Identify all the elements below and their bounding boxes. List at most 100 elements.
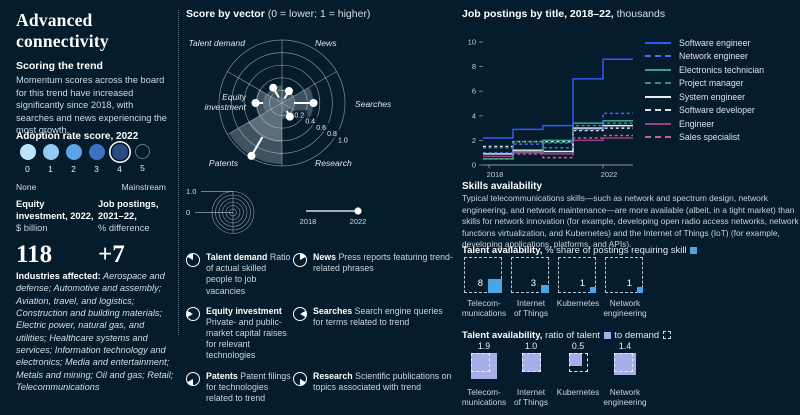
svg-text:0: 0: [472, 161, 476, 170]
talent-ratio-value: 0.5: [571, 341, 585, 351]
svg-text:Searches: Searches: [355, 99, 392, 109]
talent-ratio-label: Talent availability, ratio of talent to …: [462, 330, 672, 341]
legend-line-sample: [645, 109, 671, 112]
adoption-dot-number: 5: [140, 163, 145, 173]
talent-square: [614, 353, 636, 375]
key-stats: Equity investment, 2022, $ billion 118 J…: [16, 198, 174, 269]
legend-label: System engineer: [679, 91, 746, 102]
vector-title-rest: (0 = lower; 1 = higher): [264, 8, 371, 20]
vector-term: Patents: [206, 370, 238, 381]
legend-item: System engineer: [645, 90, 795, 104]
skill-share-square: [590, 287, 596, 293]
adoption-dot-1: 1: [39, 144, 62, 174]
industries-list: Aerospace and defense; Automotive and as…: [16, 271, 174, 392]
demand-square-legend-icon: [662, 331, 671, 339]
svg-text:1.0: 1.0: [338, 138, 348, 145]
skill-share-square: [637, 287, 643, 293]
talent-ratio-label-talent: ratio of talent: [542, 330, 600, 341]
adoption-dot-number: 1: [48, 164, 53, 174]
adoption-dot-number: 0: [25, 164, 30, 174]
timeline-end-label: 2022: [350, 217, 367, 226]
vector-title-bold: Score by vector: [186, 8, 265, 20]
adoption-dot-0: 0: [16, 144, 39, 174]
scale-max-label: 1.0: [186, 187, 196, 196]
adoption-dot: [19, 144, 36, 160]
adoption-dot-3: 3: [85, 144, 108, 174]
vector-desc: Ratio of actual skilled people to job va…: [206, 252, 291, 296]
jobs-title-bold: Job postings by title, 2018–22,: [462, 8, 614, 20]
skill-share-value: 8: [477, 278, 483, 289]
talent-demand-wedge-icon: [186, 253, 200, 267]
vector-legend-equity-investment: Equity investment Private- and public-ma…: [186, 306, 293, 362]
talent-share-squares: 8 Telecom- munications 3 Internet of Things…: [461, 257, 652, 319]
equity-investment-stat: Equity investment, 2022, $ billion 118: [16, 198, 98, 269]
svg-text:0.4: 0.4: [305, 119, 315, 126]
column-divider: [178, 10, 179, 335]
adoption-dot-number: 4: [117, 164, 122, 174]
legend-line-sample: [645, 95, 671, 98]
demand-square: [471, 353, 490, 372]
legend-label: Software engineer: [679, 37, 751, 48]
talent-vs-demand-squares: [614, 353, 636, 375]
concentric-rings-icon: [211, 191, 255, 234]
adoption-rate-scale: 0 1 2 3 4 5: [16, 144, 154, 174]
svg-text:2018: 2018: [487, 170, 504, 179]
adoption-dot-number: 3: [94, 164, 99, 174]
job-postings-step-chart: 0 2 4 6 8 10 2018 2022: [468, 38, 633, 179]
adoption-min-label: None: [16, 182, 37, 192]
vector-desc: Private- and public-market capital raise…: [206, 316, 287, 361]
adoption-max-label: Mainstream: [121, 182, 166, 192]
vector-term: Equity investment: [206, 305, 282, 316]
skill-category-label: Telecom- munications: [461, 387, 507, 408]
vector-legend-research: Research Scientific publications on topi…: [293, 371, 453, 405]
svg-text:News: News: [315, 38, 337, 48]
radar-scale-legend: 1.0 0: [186, 187, 255, 234]
legend-line-sample: [645, 55, 671, 58]
skill-category-label: Telecom- munications: [461, 298, 507, 319]
talent-square: [471, 353, 497, 379]
scoring-trend-heading: Scoring the trend: [16, 60, 103, 72]
legend-label: Sales specialist: [679, 132, 740, 143]
talent-ratio-item: 0.5 Kubernetes: [557, 341, 599, 408]
skill-category-label: Network engineering: [603, 298, 647, 319]
legend-item: Network engineer: [645, 50, 795, 64]
stat-unit: % difference: [98, 223, 150, 234]
skill-share-item: 1 Network engineering: [603, 257, 647, 319]
talent-ratio-value: 1.4: [618, 341, 632, 351]
jobs-title-rest: thousands: [613, 8, 666, 20]
svg-text:4: 4: [472, 111, 476, 120]
talent-ratio-value: 1.0: [524, 341, 538, 351]
svg-text:Patents: Patents: [209, 158, 239, 168]
talent-share-label-rest: % share of postings requiring skill: [542, 245, 687, 256]
legend-line-sample: [645, 122, 671, 125]
svg-text:8: 8: [472, 62, 476, 71]
legend-item: Project manager: [645, 77, 795, 91]
legend-label: Electronics technician: [679, 64, 765, 75]
talent-square: [521, 353, 541, 372]
vector-term: News: [313, 252, 336, 262]
legend-label: Engineer: [679, 118, 715, 129]
svg-text:2022: 2022: [601, 170, 618, 179]
skill-category-label: Kubernetes: [556, 298, 600, 308]
svg-text:Research: Research: [315, 158, 352, 168]
radar-chart: 0.20.40.60.81.0 Talent demand News Searches…: [188, 38, 392, 168]
skill-share-item: 1 Kubernetes: [556, 257, 600, 319]
skill-share-value: 3: [530, 278, 536, 289]
job-postings-stat: Job postings, 2021–22, % difference +7: [98, 198, 174, 269]
vector-desc: Search engine queries for terms related …: [313, 305, 443, 327]
talent-share-label-bold: Talent availability,: [462, 245, 543, 256]
timeline-start-label: 2018: [300, 217, 317, 226]
legend-item: Electronics technician: [645, 63, 795, 77]
stat-heading: Job postings, 2021–22,: [98, 199, 159, 222]
legend-line-sample: [645, 82, 671, 85]
blue-square-legend-icon: [690, 247, 698, 254]
stat-value: +7: [98, 241, 125, 269]
legend-item: Software developer: [645, 104, 795, 118]
legend-label: Project manager: [679, 78, 744, 89]
page-title: Advanced connectivity: [16, 10, 109, 51]
adoption-dot-2: 2: [62, 144, 85, 174]
adoption-dot: [111, 144, 128, 160]
skill-share-item: 8 Telecom- munications: [461, 257, 507, 319]
legend-label: Network engineer: [679, 51, 748, 62]
legend-label: Software developer: [679, 105, 755, 116]
